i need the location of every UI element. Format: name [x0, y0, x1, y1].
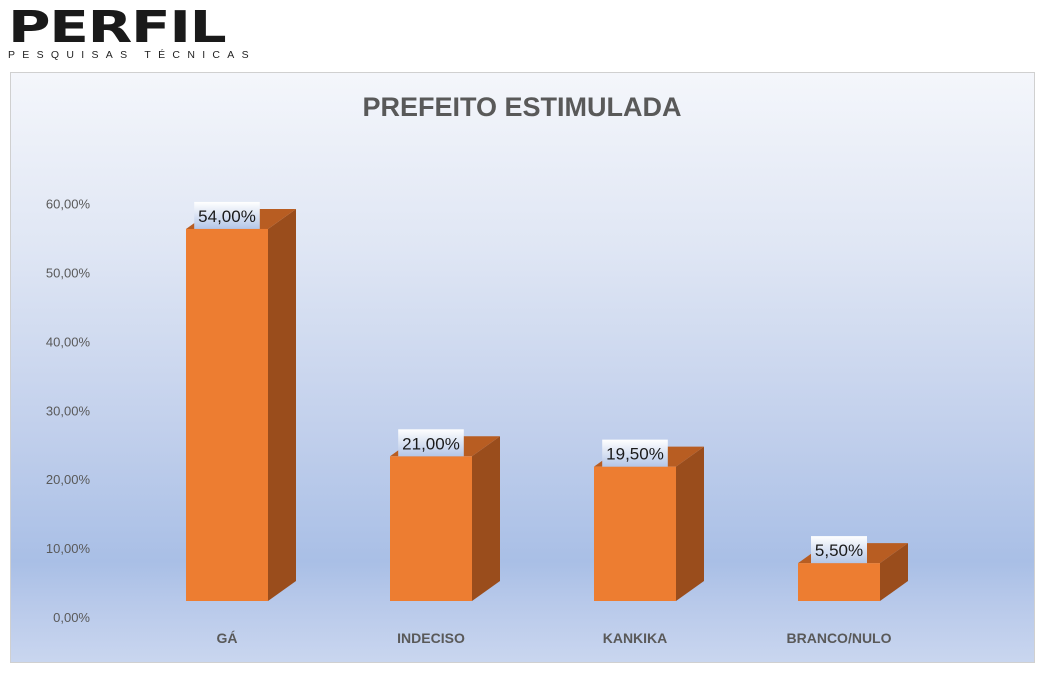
data-label: 21,00%: [402, 434, 460, 453]
data-label: 5,50%: [815, 541, 863, 560]
logo-name: PERFIL: [8, 2, 227, 53]
bar-side: [676, 446, 704, 601]
data-label-box: [398, 429, 464, 457]
data-label: 19,50%: [606, 445, 664, 464]
x-category-label: KANKIKA: [603, 630, 668, 646]
bar: [186, 228, 268, 601]
y-tick-label: 0,00%: [53, 610, 90, 625]
y-tick-label: 40,00%: [46, 334, 91, 349]
y-tick-label: 60,00%: [46, 197, 91, 212]
bar-side: [268, 208, 296, 601]
data-label-box: [194, 201, 260, 229]
bar: [798, 563, 880, 601]
bar: [594, 466, 676, 601]
x-category-label: INDECISO: [397, 630, 465, 646]
data-label: 54,00%: [198, 207, 256, 226]
bar-side: [472, 436, 500, 601]
logo: PERFIL PESQUISAS TÉCNICAS: [8, 6, 256, 62]
x-category-label: GÁ: [217, 630, 238, 646]
y-tick-label: 10,00%: [46, 541, 91, 556]
y-tick-label: 50,00%: [46, 266, 91, 281]
x-category-label: BRANCO/NULO: [787, 630, 892, 646]
bar: [390, 456, 472, 601]
data-label-box: [602, 439, 668, 467]
bar-side: [880, 543, 908, 601]
chart-title: PREFEITO ESTIMULADA: [362, 92, 681, 122]
y-tick-label: 20,00%: [46, 472, 91, 487]
logo-tagline: PESQUISAS TÉCNICAS: [8, 49, 256, 61]
data-label-box: [811, 536, 867, 564]
y-tick-label: 30,00%: [46, 403, 91, 418]
